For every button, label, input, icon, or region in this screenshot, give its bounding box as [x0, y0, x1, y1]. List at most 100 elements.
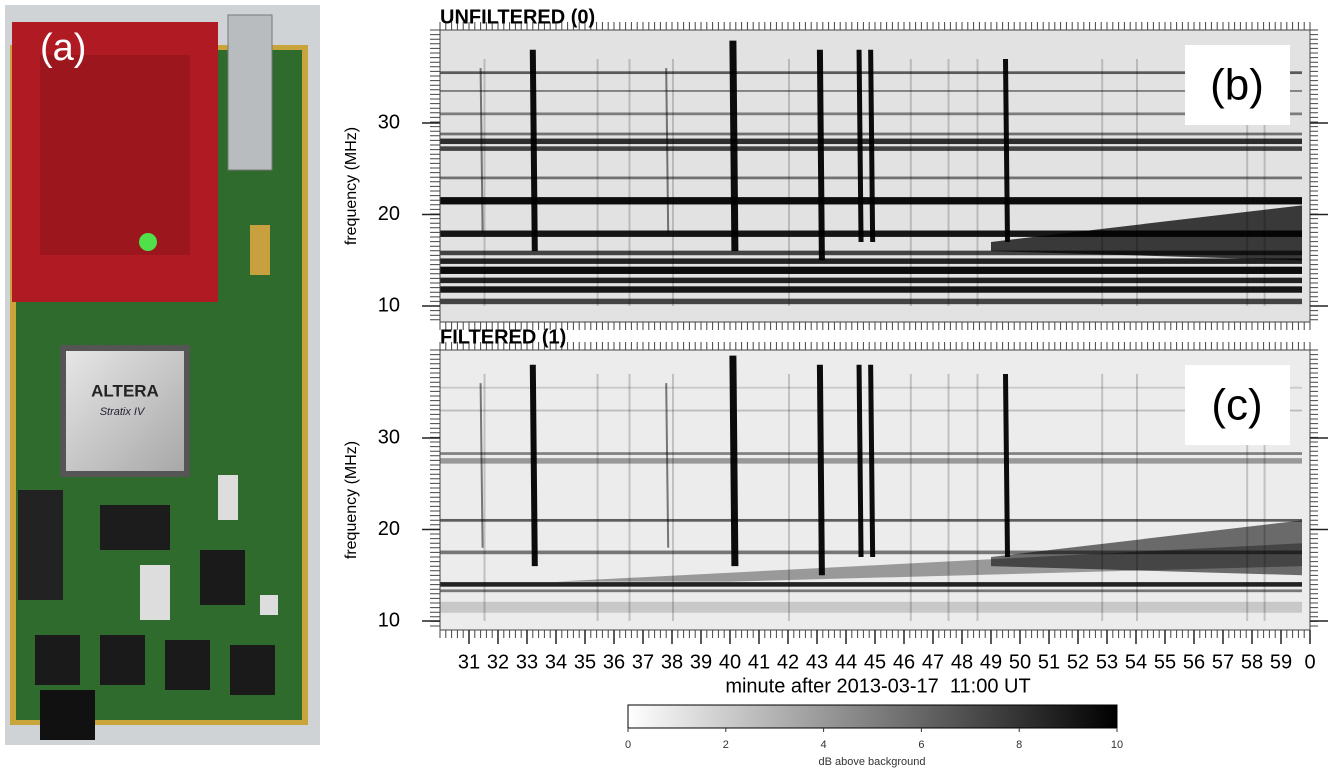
streak	[909, 373, 912, 621]
streak	[1263, 58, 1266, 307]
x-tick-label: 43	[806, 651, 828, 673]
drift	[556, 543, 1302, 582]
x-tick-label: 51	[1038, 651, 1060, 673]
streak	[1246, 373, 1249, 621]
streak	[1101, 58, 1104, 307]
x-tick-label: 40	[719, 651, 741, 673]
panel-label: (a)	[40, 27, 86, 69]
colorbar-label: dB above background	[818, 756, 925, 768]
spectrogram-title: FILTERED (1)	[440, 326, 566, 348]
drift	[991, 205, 1302, 261]
panel-label-box	[1185, 45, 1290, 125]
y-tick-label: 10	[378, 294, 400, 316]
streak	[596, 373, 599, 621]
y-tick-label: 20	[378, 518, 400, 540]
x-tick-label: 31	[458, 651, 480, 673]
band	[440, 298, 1302, 305]
streak	[628, 58, 631, 307]
x-tick-label: 55	[1154, 651, 1176, 673]
streak	[628, 373, 631, 621]
burst	[665, 383, 670, 548]
band	[440, 250, 1302, 256]
burst	[479, 383, 484, 548]
band	[440, 601, 1302, 613]
colorbar-tick-label: 0	[625, 739, 631, 751]
x-tick-label: 39	[690, 651, 712, 673]
x-tick-label: 47	[922, 651, 944, 673]
x-tick-label: 56	[1183, 651, 1205, 673]
streak	[1263, 373, 1266, 621]
x-tick-label: 38	[661, 651, 683, 673]
burst	[1003, 373, 1010, 557]
streak	[909, 58, 912, 307]
y-tick-label: 20	[378, 203, 400, 225]
panel-label-box	[1185, 365, 1290, 445]
panel-label: (b)	[1210, 61, 1264, 110]
burst	[1003, 58, 1010, 242]
band	[440, 266, 1302, 274]
burst	[529, 364, 538, 567]
burst	[665, 68, 670, 233]
burst	[729, 40, 739, 252]
burst	[816, 364, 825, 576]
x-tick-label: 59	[1270, 651, 1292, 673]
y-tick-label: 30	[378, 111, 400, 133]
chip-family: Stratix IV	[100, 406, 146, 418]
streak	[596, 58, 599, 307]
x-tick-label: 44	[835, 651, 857, 673]
streak	[788, 58, 790, 307]
streak	[1101, 373, 1104, 621]
streak	[483, 58, 486, 307]
panel-label: (c)	[1211, 381, 1262, 430]
x-tick-label: 52	[1067, 651, 1089, 673]
y-tick-label: 30	[378, 426, 400, 448]
burst	[856, 49, 864, 242]
x-tick-label: 36	[603, 651, 625, 673]
colorbar-tick-label: 10	[1111, 739, 1123, 751]
x-axis-label: minute after 2013-03-17 11:00 UT	[725, 675, 1030, 697]
band	[440, 589, 1302, 593]
streak	[976, 373, 979, 621]
x-tick-label: 57	[1212, 651, 1234, 673]
band	[440, 277, 1302, 284]
streak	[947, 373, 950, 621]
chip-brand: ALTERA	[91, 381, 159, 400]
band	[440, 258, 1302, 264]
streak	[1136, 373, 1138, 621]
x-tick-label: 35	[574, 651, 596, 673]
spectrogram-title: UNFILTERED (0)	[440, 6, 595, 28]
streak	[947, 58, 950, 307]
colorbar-tick-label: 6	[918, 739, 924, 751]
band	[440, 286, 1302, 293]
x-tick-label: 48	[951, 651, 973, 673]
x-tick-label: 32	[487, 651, 509, 673]
colorbar-tick-label: 2	[723, 739, 729, 751]
x-tick-label: 0	[1304, 651, 1315, 673]
burst	[729, 355, 739, 567]
band	[440, 582, 1302, 587]
x-tick-label: 41	[748, 651, 770, 673]
burst	[816, 49, 825, 261]
x-tick-label: 49	[980, 651, 1002, 673]
board-photo	[5, 5, 320, 745]
streak	[976, 58, 979, 307]
y-tick-label: 10	[378, 609, 400, 631]
burst	[868, 49, 876, 242]
y-axis-label: frequency (MHz)	[343, 441, 360, 559]
colorbar	[627, 704, 1118, 729]
burst	[529, 49, 538, 252]
y-axis-label: frequency (MHz)	[343, 127, 360, 245]
spectrogram: UNFILTERED (0) frequency (MHz) 10 20 30 (b)	[343, 6, 1328, 330]
x-tick-label: 53	[1096, 651, 1118, 673]
streak	[1136, 58, 1138, 307]
spectrogram-bg	[440, 350, 1310, 630]
x-tick-label: 34	[545, 651, 567, 673]
colorbar-tick-label: 4	[821, 739, 827, 751]
streak	[1246, 58, 1249, 307]
colorbar-tick-label: 8	[1016, 739, 1022, 751]
burst	[479, 68, 484, 233]
x-tick-label: 46	[893, 651, 915, 673]
x-tick-label: 58	[1241, 651, 1263, 673]
x-tick-label: 50	[1009, 651, 1031, 673]
